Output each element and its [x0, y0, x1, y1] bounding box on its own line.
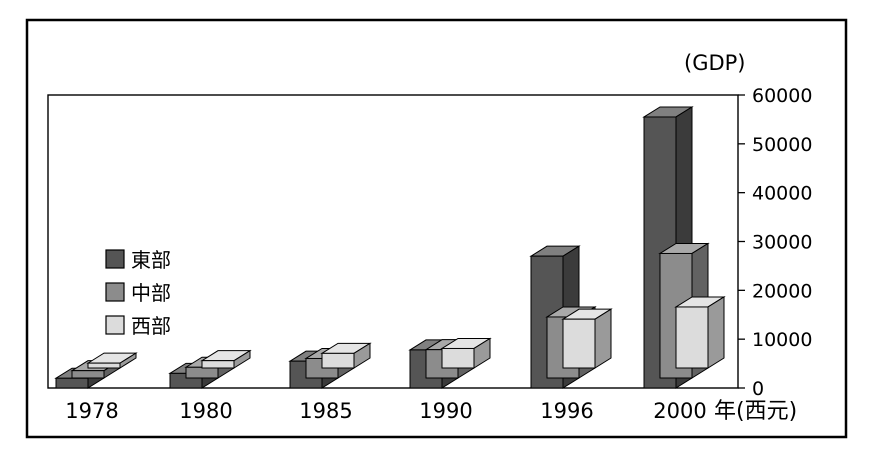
legend-label: 西部	[131, 314, 171, 338]
legend-swatch	[105, 249, 125, 269]
bar-西部-1985	[320, 342, 372, 369]
x-axis-title: 年(西元)	[714, 399, 797, 424]
bar-西部-1978	[86, 352, 138, 369]
y-tick-label: 30000	[752, 232, 812, 254]
x-tick-label: 1990	[419, 399, 472, 423]
legend-swatch	[105, 282, 125, 302]
bar-西部-1990	[440, 337, 492, 369]
y-tick-label: 0	[752, 378, 764, 400]
plot-area-frame	[47, 94, 739, 389]
y-axis: 0 10000 20000 30000 40000 50000 60000	[738, 85, 812, 400]
y-tick-label: 60000	[752, 85, 812, 107]
y-tick-label: 50000	[752, 134, 812, 156]
bar-西部-2000	[674, 296, 726, 369]
y-tick-label: 40000	[752, 183, 812, 205]
bars-layer	[54, 106, 726, 389]
legend-label: 東部	[131, 248, 171, 272]
legend-label: 中部	[131, 281, 171, 305]
x-tick-label: 1996	[540, 399, 593, 423]
x-tick-label: 1980	[179, 399, 232, 423]
x-axis: 1978 1980 1985 1990 1996 2000	[65, 399, 706, 423]
outer-frame	[25, 18, 848, 439]
x-tick-label: 1985	[299, 399, 352, 423]
y-tick-label: 10000	[752, 329, 812, 351]
y-axis-unit-label: (GDP)	[684, 51, 746, 75]
bar-西部-1980	[200, 349, 252, 369]
y-tick-label: 20000	[752, 280, 812, 302]
x-tick-label: 2000	[653, 399, 706, 423]
legend-swatch	[105, 315, 125, 335]
x-tick-label: 1978	[65, 399, 118, 423]
bar-西部-1996	[561, 308, 613, 369]
